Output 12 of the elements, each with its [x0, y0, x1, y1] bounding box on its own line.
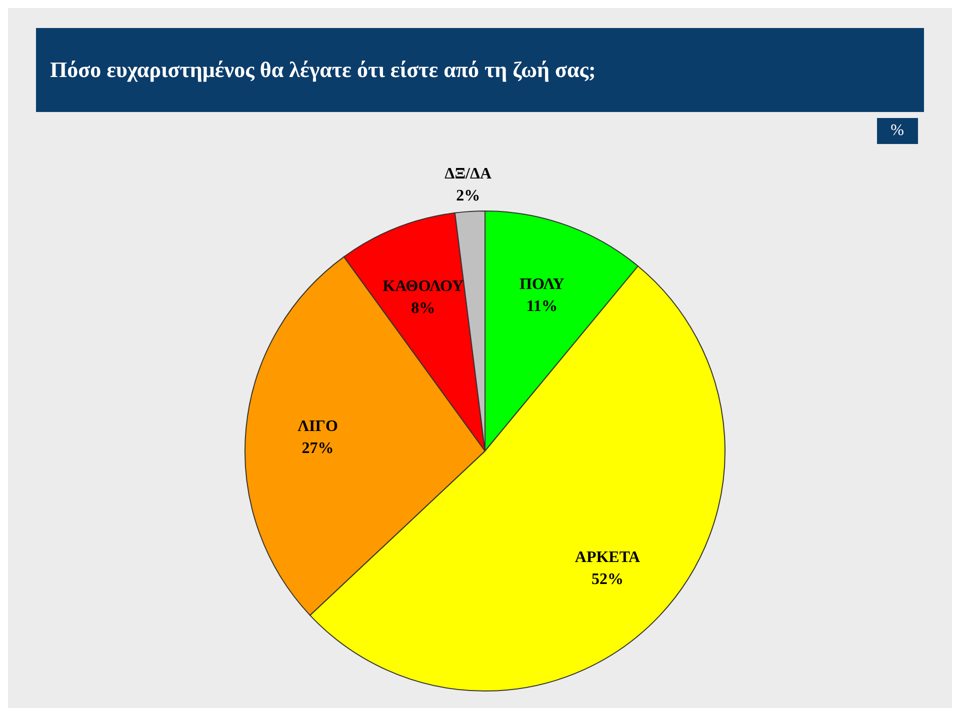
text: % — [876, 118, 918, 144]
slice-label: ΛΙΓΟ — [298, 418, 338, 436]
data-label: 11% — [526, 298, 558, 315]
data-label: 8% — [411, 300, 436, 317]
slice-label: ΚΑΘΟΛΟΥ — [382, 278, 464, 295]
data-label: 2% — [456, 188, 480, 205]
data-label: 27% — [302, 440, 334, 458]
slice-label: ΠΟΛΥ — [520, 276, 565, 293]
slice-label: ΑΡΚΕΤΑ — [574, 549, 640, 566]
slice-label: ΔΞ/ΔΑ — [444, 166, 492, 183]
data-label: 52% — [591, 571, 624, 588]
chart-title: Πόσο ευχαριστημένος θα λέγατε ότι είστε από τη ζωή σας; — [36, 28, 924, 112]
